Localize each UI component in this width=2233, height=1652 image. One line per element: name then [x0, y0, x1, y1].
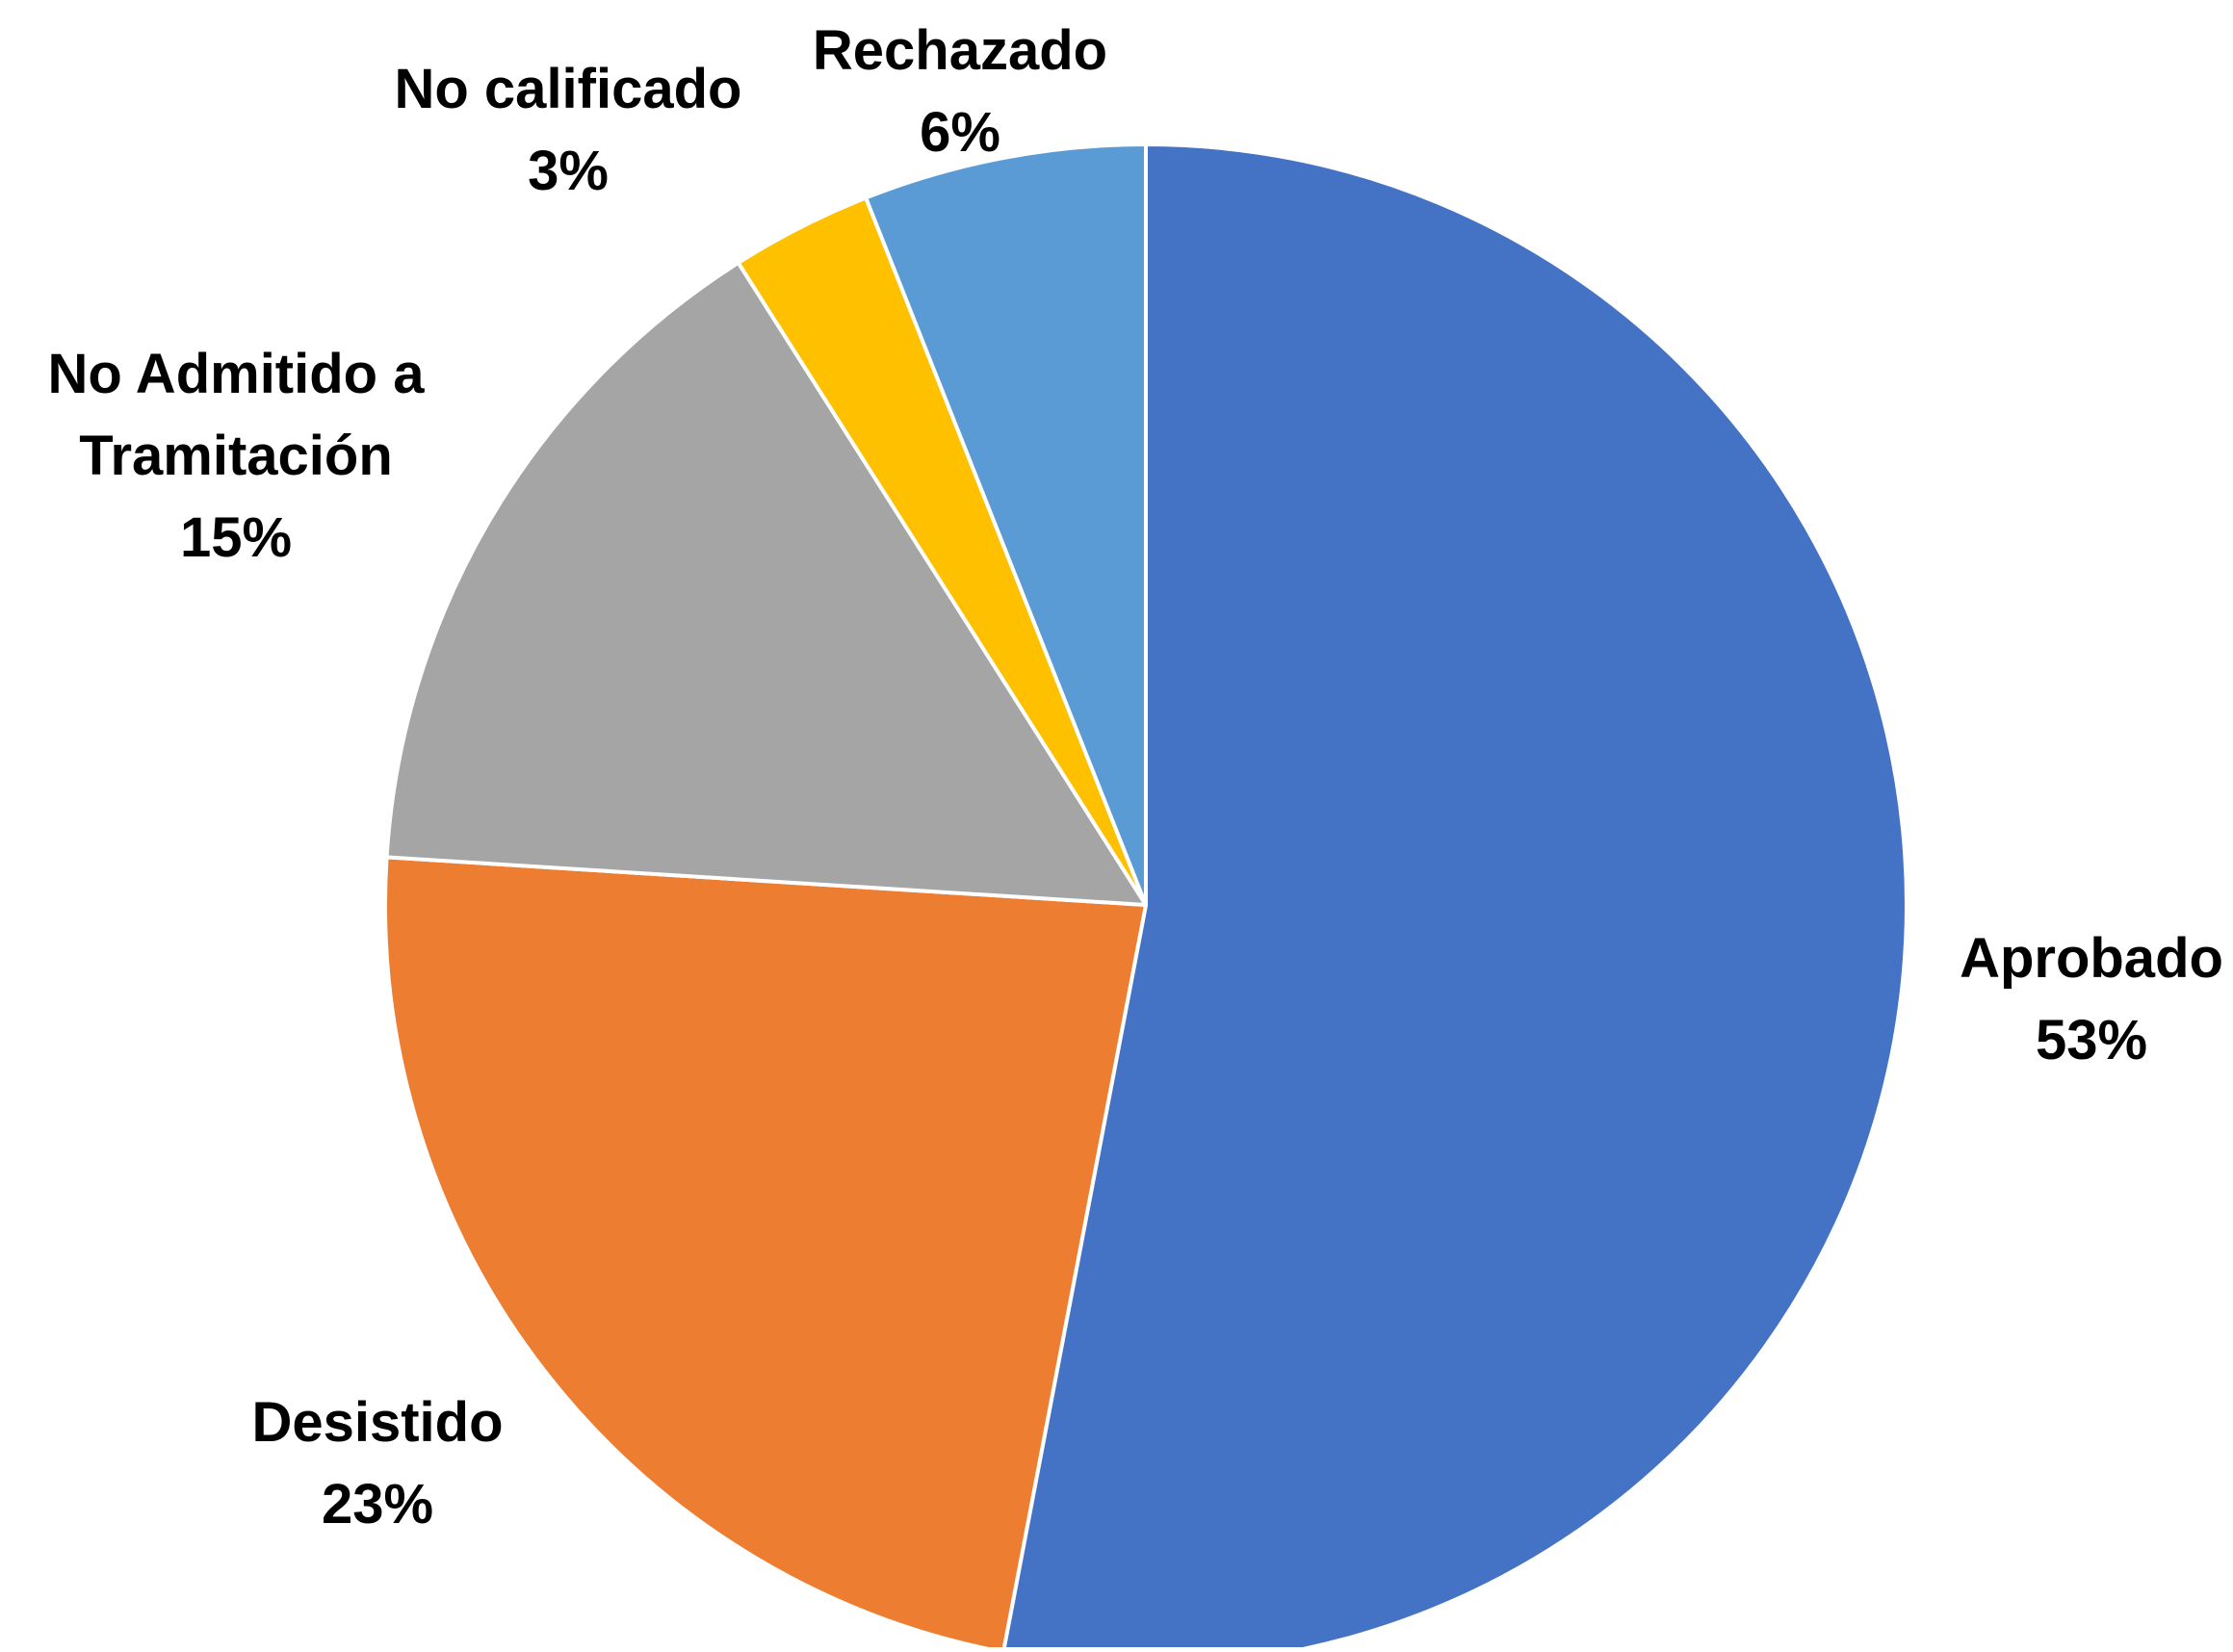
data-label-desistido: Desistido 23% [251, 1391, 503, 1536]
data-label-no-admitido-a-tramitacin: No Admitido a Tramitación 15% [48, 343, 426, 569]
pie-slice-rechazado [864, 142, 1148, 907]
pie-slice-no-admitido-a-tramitacin [384, 260, 1148, 907]
data-label-category: Desistido [251, 1391, 503, 1454]
data-label-percent: 15% [180, 506, 292, 569]
slices-layer [383, 142, 1908, 1652]
data-label-category: No calificado [395, 58, 742, 120]
data-label-category: No Admitido a [48, 343, 426, 405]
pie-slice-aprobado [1000, 142, 1908, 1652]
data-label-category: Tramitación [79, 425, 393, 487]
data-label-percent: 23% [322, 1473, 433, 1536]
data-label-no-calificado: No calificado 3% [395, 58, 742, 202]
labels-layer: Aprobado 53% Desistido 23% No Admitido a Tram… [48, 19, 2223, 1536]
data-label-rechazado: Rechazado 6% [813, 19, 1107, 164]
data-label-aprobado: Aprobado 53% [1960, 927, 2223, 1071]
data-label-category: Rechazado [813, 19, 1107, 82]
data-label-percent: 53% [2036, 1009, 2147, 1071]
data-label-percent: 6% [920, 101, 1000, 164]
data-label-category: Aprobado [1960, 927, 2223, 990]
pie-slice-desistido [383, 855, 1148, 1652]
data-label-percent: 3% [528, 140, 609, 202]
